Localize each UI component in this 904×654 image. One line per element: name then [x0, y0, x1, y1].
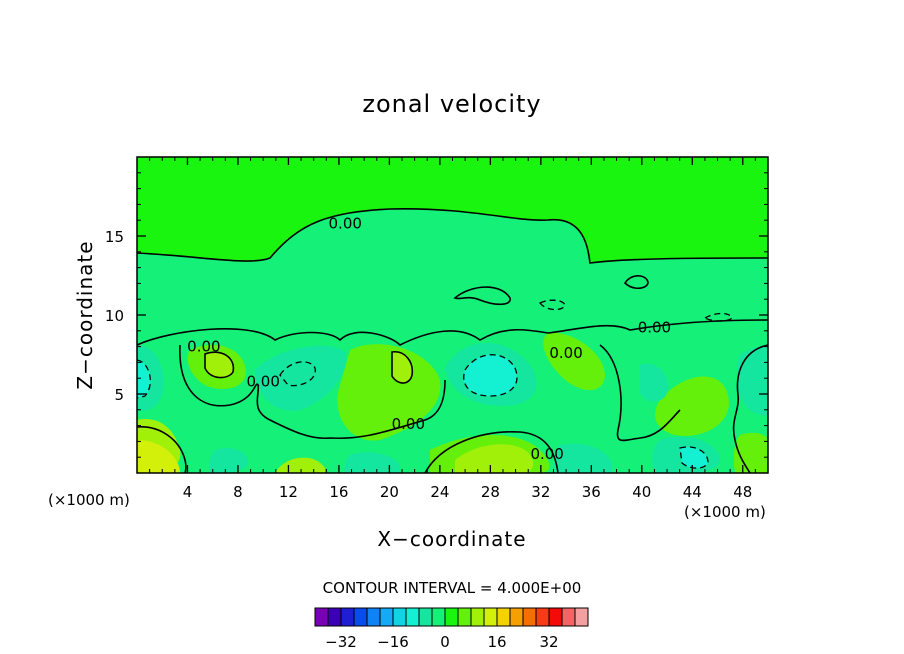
colorbar-swatch — [548, 607, 563, 627]
neg-contour-upper-left — [279, 361, 316, 387]
y-tick-label: 5 — [114, 386, 124, 404]
contour-labels: 0.00 0.00 0.00 0.00 0.00 0.00 0.00 — [187, 214, 671, 463]
x-ticks: 4 8 12 16 20 24 28 32 36 40 44 48 — [149, 157, 756, 501]
chart-title: zonal velocity — [362, 90, 541, 118]
contour-label: 0.00 — [329, 214, 362, 232]
colorbar-swatch — [444, 607, 459, 627]
pos-region-bottom-mid — [275, 457, 325, 473]
contour-label: 0.00 — [392, 415, 425, 433]
colorbar-tick-label: −32 — [325, 633, 357, 651]
colorbar-swatch — [379, 607, 394, 627]
contour-small-blob-2 — [623, 275, 649, 290]
neg-region-center-inner — [463, 354, 518, 396]
neg-contour-left — [136, 359, 151, 399]
colorbar — [314, 607, 589, 627]
x-tick-label: 28 — [481, 483, 500, 501]
x-tick-label: 20 — [380, 483, 399, 501]
contour-left-loop — [204, 351, 235, 379]
plot-area: 0.000.000.000.000.000.000.00 4 8 12 16 20 24 2… — [105, 156, 769, 501]
pos-region-right — [655, 376, 729, 436]
contour-interval-text: CONTOUR INTERVAL = 4.000E+00 — [323, 579, 582, 597]
x-tick-label: 40 — [632, 483, 651, 501]
colorbar-swatch — [327, 607, 342, 627]
pos-region-upper-right — [543, 332, 605, 391]
pos-region-left-mid-inner — [205, 352, 234, 378]
contour-label: 0.00 — [638, 319, 671, 337]
colorbar-swatch — [392, 607, 407, 627]
contour-lines-dashed — [136, 299, 733, 469]
colorbar-swatch — [340, 607, 355, 627]
x-tick-label: 32 — [531, 483, 550, 501]
pos-region-center-inner — [392, 351, 413, 384]
colorbar-swatch — [431, 607, 446, 627]
colorbar-tick-label: 32 — [539, 633, 558, 651]
contour-center-loop — [391, 351, 414, 384]
x-tick-label: 44 — [683, 483, 702, 501]
contour-label: 0.00 — [246, 372, 279, 390]
colorbar-swatch — [353, 607, 368, 627]
contour-bottom-center — [424, 431, 559, 474]
colorbar-swatch — [314, 607, 329, 627]
colorbar-swatch — [535, 607, 550, 627]
x-tick-label: 8 — [233, 483, 243, 501]
x-unit-left: (×1000 m) — [48, 491, 130, 509]
colorbar-swatch — [457, 607, 472, 627]
pos-region-bottom-right — [733, 432, 768, 473]
colorbar-swatch — [561, 607, 576, 627]
contour-small-blob-1 — [453, 286, 511, 306]
zero-contour-wave — [179, 344, 446, 440]
contour-label: 0.00 — [187, 338, 220, 356]
x-tick-label: 24 — [430, 483, 449, 501]
y-axis-label: Z−coordinate — [73, 240, 97, 389]
colorbar-labels: −32 −16 0 16 32 — [325, 633, 558, 651]
x-tick-label: 48 — [733, 483, 752, 501]
y-ticks: 5 10 15 — [105, 172, 768, 458]
pos-region-bottom-center-inner — [455, 444, 534, 473]
contour-right-edge — [732, 344, 769, 474]
x-unit-right: (×1000 m) — [684, 503, 766, 521]
colorbar-swatch — [366, 607, 381, 627]
zero-contour-mid — [136, 319, 769, 346]
y-tick-label: 10 — [105, 307, 124, 325]
colorbar-swatch — [574, 607, 589, 627]
neg-region-right — [640, 363, 669, 402]
neg-region-bottom-mid2 — [554, 443, 612, 473]
colorbar-tick-label: 0 — [440, 633, 450, 651]
neg-region-bottom-mid — [344, 452, 400, 473]
neg-contour-bottom-right — [679, 446, 709, 469]
zero-contour-right — [599, 344, 681, 442]
colorbar-tick-label: 16 — [487, 633, 506, 651]
neg-region-left-inner — [137, 360, 151, 398]
x-tick-label: 16 — [329, 483, 348, 501]
colorbar-swatch — [405, 607, 420, 627]
neg-region-far-right — [737, 345, 768, 416]
colorbar-swatch — [470, 607, 485, 627]
colorbar-tick-label: −16 — [377, 633, 409, 651]
x-tick-label: 12 — [279, 483, 298, 501]
x-tick-label: 4 — [183, 483, 193, 501]
pos-region-center — [337, 344, 441, 441]
neg-contour-top-right — [703, 312, 733, 322]
contour-fills — [137, 208, 768, 473]
colorbar-swatch — [509, 607, 524, 627]
y-tick-label: 15 — [105, 228, 124, 246]
contour-lines — [136, 208, 769, 474]
neg-region-upper-left — [255, 345, 347, 411]
colorbar-swatch — [483, 607, 498, 627]
x-axis-label: X−coordinate — [377, 527, 526, 551]
neg-region-bottom-right-inner — [680, 446, 708, 469]
x-tick-label: 36 — [582, 483, 601, 501]
contour-bottom-left — [136, 426, 187, 474]
contour-label: 0.00 — [530, 445, 563, 463]
pos-region-bottom-left — [137, 440, 180, 473]
contour-label: 0.00 — [549, 344, 582, 362]
colorbar-swatch — [496, 607, 511, 627]
colorbar-swatch — [418, 607, 433, 627]
zero-contour-top — [136, 208, 769, 264]
colorbar-swatch — [522, 607, 537, 627]
